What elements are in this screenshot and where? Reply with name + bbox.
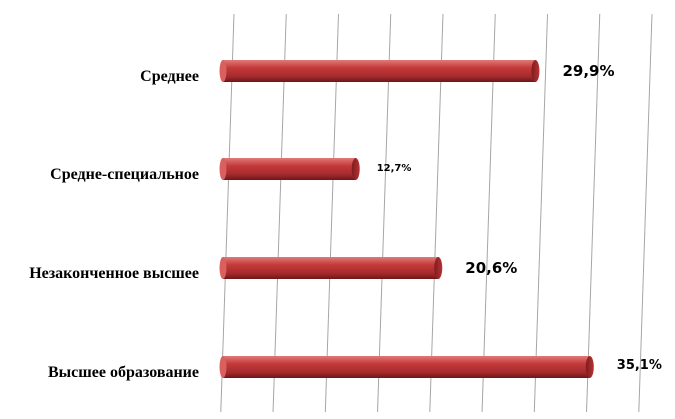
- data-label: 29,9%: [562, 62, 614, 80]
- bar-start-cap: [219, 60, 227, 82]
- bar-end-cap: [585, 356, 594, 378]
- bar-end-cap: [351, 158, 360, 180]
- bar-end-cap: [434, 257, 443, 279]
- gridline: [586, 13, 601, 413]
- bar-body: [223, 257, 439, 279]
- bars: [219, 60, 594, 378]
- bar: [219, 257, 443, 279]
- bar: [219, 356, 594, 378]
- data-label: 35,1%: [617, 358, 662, 373]
- bar: [219, 60, 540, 82]
- value-labels: 29,9% 12,7% 20,6% 35,1%: [377, 62, 662, 373]
- bar-body: [223, 356, 590, 378]
- bar: [219, 158, 360, 180]
- bar-body: [223, 158, 356, 180]
- data-label: 20,6%: [465, 259, 517, 277]
- data-label: 12,7%: [377, 163, 412, 174]
- bar-start-cap: [219, 257, 227, 279]
- category-label: Высшее образование: [48, 364, 199, 381]
- bar-body: [223, 60, 536, 82]
- category-label: Незаконченное высшее: [29, 265, 199, 282]
- category-label: Средне-специальное: [50, 166, 199, 183]
- category-label: Среднее: [140, 68, 199, 85]
- gridline: [533, 13, 548, 413]
- bar-start-cap: [219, 158, 227, 180]
- gridline: [638, 13, 653, 413]
- bar-start-cap: [219, 356, 227, 378]
- bar-end-cap: [531, 60, 540, 82]
- category-labels: Среднее Средне-специальное Незаконченное в…: [29, 68, 199, 381]
